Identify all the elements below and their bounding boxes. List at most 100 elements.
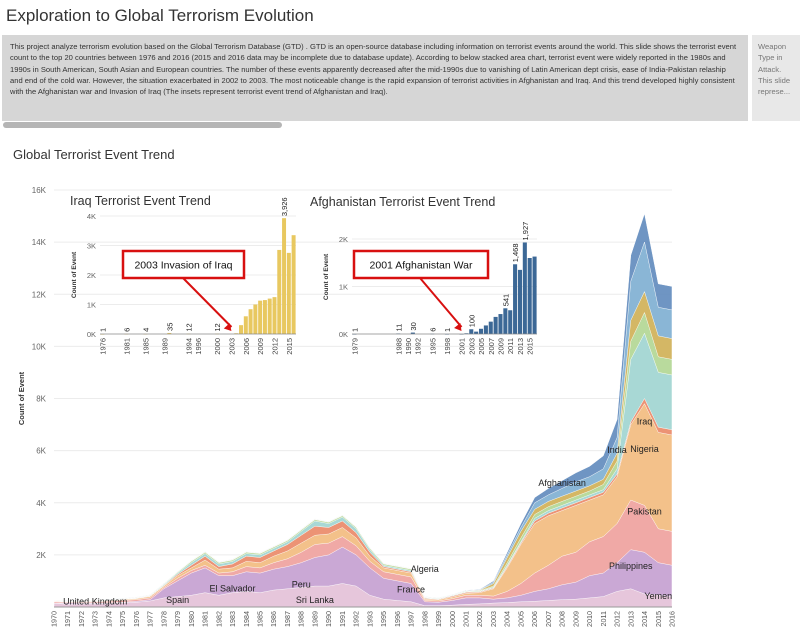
inset-x-tick-label: 2015 [526,338,535,355]
inset-bar [167,332,172,334]
inset-bar [493,316,498,334]
inset-value-label: 6 [428,328,437,332]
story-description[interactable]: This project analyze terrorism evolution… [2,35,748,121]
inset-x-tick-label: 2012 [270,338,279,355]
event-annotation-label: 2003 Invasion of Iraq [134,260,232,272]
inset-x-tick-label: 1976 [98,338,107,355]
country-label: Afghanistan [538,478,586,488]
area-series-5 [53,397,673,608]
inset-bar [464,333,469,334]
inset-value-label: 1,468 [511,243,520,262]
x-tick-label: 1997 [407,611,416,627]
inset-bar [488,321,493,334]
inset-value-label: 12 [184,323,193,331]
x-tick-label: 1978 [159,611,168,627]
x-tick-label: 2001 [462,611,471,627]
inset-bar [478,328,484,334]
area-series-6 [53,332,673,608]
x-tick-label: 1991 [338,611,347,627]
inset-bar [483,325,488,334]
inset-x-tick-label: 1995 [428,338,437,355]
inset-bar [215,333,220,335]
event-arrow [419,277,463,328]
inset-bar [469,329,474,334]
x-tick-label: 1988 [297,611,306,627]
event-arrow [182,277,233,328]
inset-bar [248,309,253,334]
horizontal-scrollbar[interactable] [3,122,282,128]
x-tick-label: 1990 [324,611,333,627]
inset-bar [517,269,522,334]
x-tick-label: 2015 [654,611,663,627]
inset-bar [272,297,277,334]
x-tick-label: 1982 [214,611,223,627]
inset-x-tick-label: 2015 [285,338,294,355]
x-tick-label: 1972 [77,611,86,627]
area-series-9 [53,241,673,608]
x-tick-label: 1992 [352,611,361,627]
y-tick-label: 10K [32,342,47,351]
inset-bar [474,331,479,334]
x-tick-label: 1981 [201,611,210,627]
area-series-4 [53,403,673,608]
inset-x-tick-label: 1992 [414,338,423,355]
x-tick-label: 1989 [310,611,319,627]
inset-value-label: 4 [141,328,150,332]
inset-x-tick-label: 2001 [458,338,467,355]
inset-bar [239,325,244,334]
x-tick-label: 1970 [50,611,59,627]
country-label: India [607,445,627,455]
x-tick-label: 1985 [256,611,265,627]
x-tick-label: 1977 [146,611,155,627]
x-tick-label: 1975 [118,611,127,627]
x-tick-label: 1995 [379,611,388,627]
inset-x-tick-label: 2003 [227,338,236,355]
country-label: Yemen [644,591,672,601]
inset-value-label: 12 [213,323,222,331]
x-tick-label: 1976 [132,611,141,627]
inset-bar [277,249,282,334]
x-tick-label: 2002 [475,611,484,627]
inset-x-tick-label: 1989 [161,338,170,355]
inset-x-tick-label: 2007 [487,338,496,355]
inset-value-label: 3,926 [280,197,289,216]
inset-bar [234,333,239,334]
inset-value-label: 541 [501,294,510,307]
x-tick-label: 1984 [242,611,251,627]
inset-bar [124,333,129,335]
area-series-8 [53,290,673,608]
y-tick-label: 2K [36,551,46,560]
area-series-1 [53,583,673,608]
inset-x-tick-label: 1981 [122,338,131,355]
x-tick-label: 1987 [283,611,292,627]
inset-bar [262,300,267,334]
inset-y-axis-title: Count of Event [323,253,330,300]
inset-x-tick-label: 1990 [404,338,413,355]
event-arrow-head [223,323,232,331]
country-label: Algeria [411,564,439,574]
country-label: Spain [166,595,189,605]
inset-y-tick-label: 2K [339,235,348,244]
inset-bar [243,316,248,334]
inset-y-tick-label: 4K [87,212,96,221]
inset-bar [410,332,415,334]
inset-y-tick-label: 2K [87,271,96,280]
inset-bar [253,304,258,334]
inset-x-tick-label: 1985 [141,338,150,355]
country-label: France [397,585,425,595]
x-tick-label: 2008 [558,611,567,627]
story-panel: This project analyze terrorism evolution… [0,35,811,130]
inset-bar [352,333,357,335]
inset-x-tick-label: 1979 [350,338,359,355]
inset-bar [513,264,518,334]
inset-bar [503,308,508,334]
inset-value-label: 1 [350,328,359,332]
inset-value-label: 1 [443,328,452,332]
page-title: Exploration to Global Terrorism Evolutio… [6,6,314,25]
next-story-point[interactable]: Weapon Type in Attack. This slide repres… [752,35,800,121]
inset-x-tick-label: 2009 [496,338,505,355]
x-tick-label: 2014 [640,611,649,627]
area-series-10 [53,212,673,608]
inset-x-tick-label: 2005 [477,338,486,355]
y-tick-label: 14K [32,238,47,247]
